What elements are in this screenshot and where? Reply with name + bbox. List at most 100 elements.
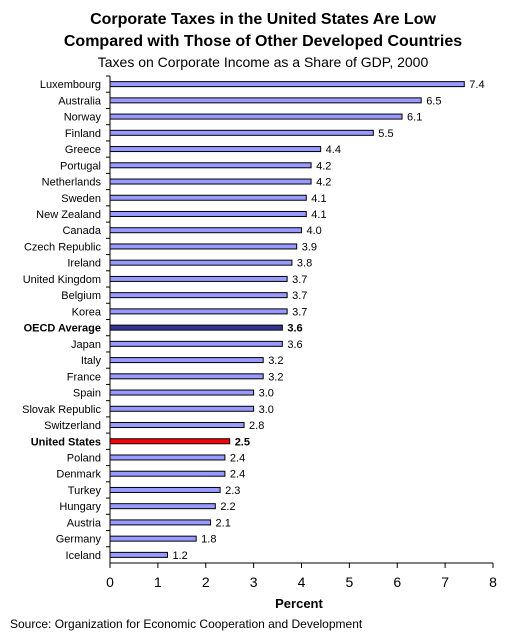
category-label: Switzerland [44, 420, 101, 432]
bar-sweden [109, 194, 307, 201]
x-tick-label: 3 [250, 574, 258, 590]
x-tick-label: 6 [393, 574, 401, 590]
value-label: 1.8 [201, 534, 216, 546]
bar-austria [109, 519, 212, 526]
category-label: Turkey [68, 485, 102, 497]
value-label: 4.2 [316, 177, 331, 189]
x-tick-label: 2 [202, 574, 210, 590]
value-label: 3.7 [292, 274, 307, 286]
value-label: 3.0 [259, 404, 274, 416]
value-label: 1.2 [172, 550, 187, 562]
bar-poland [109, 454, 226, 461]
bar-new-zealand [109, 210, 307, 217]
bar-portugal [109, 162, 312, 169]
bar-australia [109, 97, 422, 104]
category-label: OECD Average [24, 323, 101, 335]
bar-czech-republic [109, 243, 298, 250]
bar-spain [109, 389, 255, 396]
value-label: 4.1 [311, 209, 326, 221]
bar-denmark [109, 470, 226, 477]
value-label: 4.4 [326, 144, 341, 156]
category-label: Norway [64, 112, 102, 124]
category-label: New Zealand [36, 209, 101, 221]
category-labels-group: Luxembourg Australia Norway Finland Greece Po… [22, 79, 102, 562]
bar-slovak-republic [109, 405, 255, 412]
bar-germany [109, 535, 197, 542]
category-label: Netherlands [42, 177, 102, 189]
bar-korea [109, 308, 288, 315]
chart-subtitle: Taxes on Corporate Income as a Share of … [97, 54, 429, 70]
category-label: Ireland [67, 258, 101, 270]
source-note: Source: Organization for Economic Cooper… [10, 617, 363, 631]
value-label: 4.1 [311, 193, 326, 205]
value-labels-group: 7.4 6.5 6.1 5.5 4.4 4.2 4.2 4.1 4.1 4.0 3.9 3.8 3.7 3… [172, 79, 484, 562]
value-label: 3.7 [292, 306, 307, 318]
chart-title-line-1: Corporate Taxes in the United States Are… [90, 11, 436, 28]
category-label: Australia [58, 95, 102, 107]
category-label: Slovak Republic [22, 404, 101, 416]
value-label: 6.1 [407, 112, 422, 124]
bar-greece [109, 146, 322, 153]
x-tick-label: 5 [345, 574, 353, 590]
bar-italy [109, 357, 264, 364]
value-label: 4.2 [316, 160, 331, 172]
category-label: Italy [81, 355, 102, 367]
value-label: 3.2 [268, 371, 283, 383]
bar-netherlands [109, 178, 312, 185]
category-label: Iceland [66, 550, 101, 562]
category-label: Hungary [59, 501, 101, 513]
bar-ireland [109, 259, 293, 266]
bar-turkey [109, 486, 221, 493]
value-label: 3.0 [259, 388, 274, 400]
category-label: Luxembourg [40, 79, 101, 91]
value-label: 6.5 [426, 95, 441, 107]
category-label: France [67, 371, 101, 383]
bar-belgium [109, 292, 288, 299]
bar-france [109, 373, 264, 380]
value-label: 7.4 [469, 79, 484, 91]
bars-group [109, 81, 465, 558]
bar-norway [109, 113, 403, 120]
category-label: United Kingdom [23, 274, 101, 286]
category-label: Denmark [56, 469, 101, 481]
x-axis: 0 1 2 3 4 5 6 7 8 [106, 75, 497, 590]
bar-hungary [109, 503, 216, 510]
value-label: 3.8 [297, 258, 312, 270]
category-label: Belgium [61, 290, 101, 302]
x-tick-label: 0 [106, 574, 114, 590]
value-label: 2.3 [225, 485, 240, 497]
chart-title-line-2: Compared with Those of Other Developed C… [63, 33, 463, 50]
category-label: Finland [65, 128, 101, 140]
x-tick-label: 1 [154, 574, 162, 590]
value-label: 2.8 [249, 420, 264, 432]
bar-switzerland [109, 422, 245, 429]
value-label: 5.5 [378, 128, 393, 140]
category-label: United States [31, 436, 101, 448]
category-label: Japan [71, 339, 101, 351]
bar-united-states [109, 438, 231, 445]
category-label: Sweden [61, 193, 101, 205]
category-label: Germany [56, 534, 102, 546]
value-label: 3.2 [268, 355, 283, 367]
category-label: Canada [62, 225, 101, 237]
bar-luxembourg [109, 81, 465, 88]
value-label: 2.5 [235, 436, 250, 448]
bar-finland [109, 129, 374, 136]
value-label: 3.6 [287, 323, 302, 335]
bar-oecd-average [109, 324, 283, 331]
category-label: Korea [72, 306, 102, 318]
category-label: Czech Republic [24, 241, 102, 253]
value-label: 2.1 [216, 517, 231, 529]
category-label: Austria [67, 517, 102, 529]
x-tick-label: 4 [298, 574, 306, 590]
bar-canada [109, 227, 302, 234]
category-label: Spain [73, 388, 101, 400]
bar-japan [109, 340, 283, 347]
bar-united-kingdom [109, 275, 288, 282]
value-label: 3.6 [287, 339, 302, 351]
x-axis-label: Percent [275, 596, 323, 611]
x-tick-label: 8 [489, 574, 497, 590]
category-label: Poland [67, 452, 101, 464]
bar-iceland [109, 551, 168, 558]
